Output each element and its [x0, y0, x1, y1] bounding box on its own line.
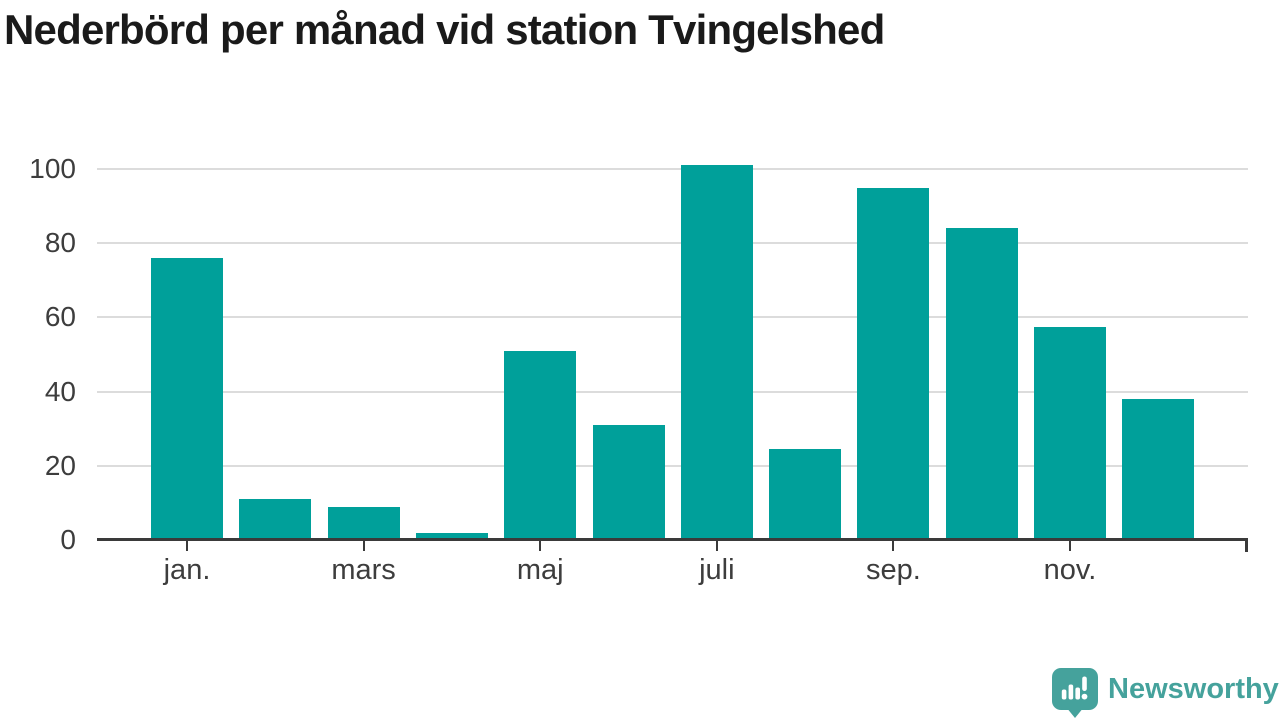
x-axis-tick — [892, 541, 895, 551]
bar-juli — [680, 165, 753, 540]
brand-name: Newsworthy — [1108, 673, 1279, 705]
plot-area: jan. mars maj juli sep. nov. — [97, 0, 1248, 586]
y-axis-tick-label: 20 — [44, 449, 76, 481]
y-axis-tick-label: 60 — [44, 301, 76, 333]
bar-sep. — [857, 187, 930, 540]
chart-title: Nederbörd per månad vid station Tvingels… — [4, 6, 885, 53]
x-axis-tick-label: nov. — [1043, 554, 1097, 586]
newsworthy-logo: Newsworthy — [1052, 668, 1279, 718]
gridline-20 — [97, 464, 1248, 467]
bar-feb. — [239, 499, 312, 540]
x-axis-line — [97, 538, 1248, 541]
x-axis-tick-label: jan. — [163, 554, 211, 586]
bar-dec. — [1122, 399, 1195, 540]
bar-mars — [327, 506, 400, 540]
bar-april — [415, 532, 488, 540]
bar-juni — [592, 425, 665, 540]
bar-jan. — [151, 258, 223, 540]
y-axis-tick-label: 100 — [29, 153, 76, 184]
y-axis-tick-label: 0 — [60, 524, 76, 555]
y-axis: 0 20 40 60 80 100 — [0, 0, 76, 555]
bar-okt. — [945, 228, 1018, 540]
gridline-40 — [97, 390, 1248, 393]
x-axis-tick — [362, 541, 365, 551]
gridline-60 — [97, 316, 1248, 319]
bar-chart-bubble-icon — [1052, 668, 1098, 718]
x-axis-tick-label: sep. — [865, 554, 921, 586]
x-axis-tick — [1069, 541, 1071, 551]
x-axis-tick — [186, 541, 188, 551]
x-axis-end-tick — [1245, 541, 1248, 552]
x-axis-tick-label: mars — [331, 554, 396, 586]
gridline-80 — [97, 242, 1248, 245]
x-axis-tick-label: juli — [699, 554, 735, 586]
y-axis-tick-label: 80 — [44, 227, 76, 259]
bar-nov. — [1034, 326, 1106, 540]
bar-aug. — [769, 449, 842, 540]
x-axis-tick — [715, 541, 718, 551]
gridline-100 — [97, 168, 1248, 170]
bar-maj — [504, 350, 577, 540]
x-axis-tick — [539, 541, 542, 551]
y-axis-tick-label: 40 — [44, 375, 76, 407]
x-axis-tick-label: maj — [516, 554, 564, 586]
